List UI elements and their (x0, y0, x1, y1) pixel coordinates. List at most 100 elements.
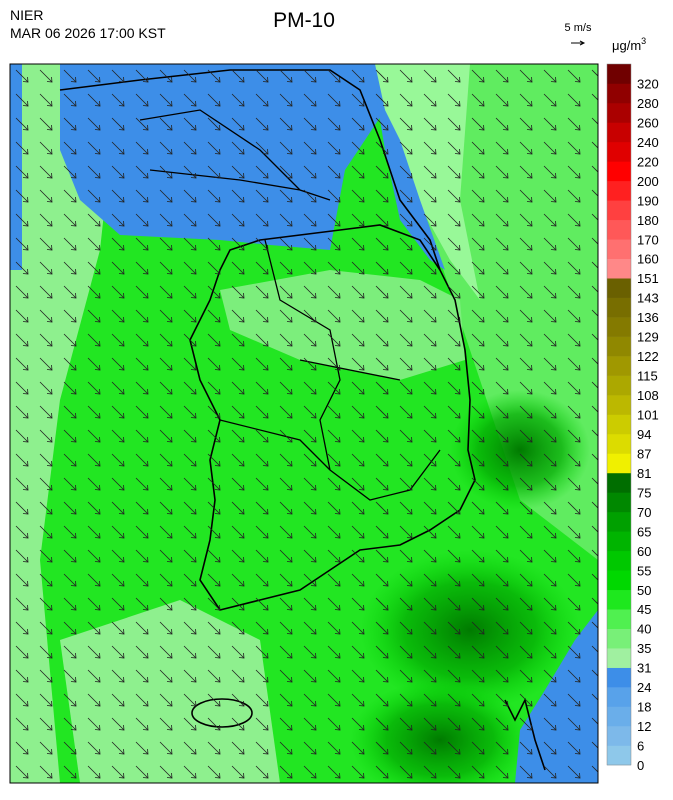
wind-arrow (87, 93, 101, 107)
colorbar-segment (607, 745, 631, 766)
colorbar-segment (607, 472, 631, 493)
wind-arrow (543, 717, 557, 731)
wind-arrow (327, 501, 341, 515)
wind-arrow (207, 525, 221, 539)
wind-arrow (543, 573, 557, 587)
wind-arrow (591, 765, 598, 773)
wind-arrow (375, 381, 389, 395)
wind-arrow (231, 237, 245, 251)
wind-arrow (231, 117, 245, 131)
colorbar-segment (607, 161, 631, 182)
wind-arrow (279, 93, 293, 107)
wind-arrow (327, 189, 341, 203)
wind-arrow (303, 501, 317, 515)
colorbar-segment (607, 122, 631, 143)
wind-arrow (15, 525, 29, 539)
wind-arrow (423, 93, 437, 107)
wind-arrow (351, 501, 365, 515)
wind-arrow (159, 213, 173, 227)
wind-arrow (495, 357, 509, 371)
wind-arrow (351, 165, 365, 179)
wind-arrow (423, 429, 437, 443)
colorbar-label: 70 (637, 505, 651, 520)
wind-arrow (591, 165, 598, 173)
wind-arrow (207, 261, 221, 275)
wind-arrow (135, 525, 149, 539)
wind-arrow (471, 213, 485, 227)
wind-arrow (111, 333, 125, 347)
wind-arrow (231, 549, 245, 563)
colorbar-frame (606, 63, 632, 766)
wind-arrow (591, 189, 598, 197)
colorbar-label: 101 (637, 408, 659, 423)
wind-arrow (591, 693, 598, 701)
wind-arrow (351, 453, 365, 467)
wind-arrow (351, 597, 365, 611)
wind-arrow (519, 333, 533, 347)
wind-arrow (423, 213, 437, 227)
wind-arrow (303, 525, 317, 539)
wind-arrow (135, 237, 149, 251)
wind-arrow (471, 717, 485, 731)
wind-arrow (39, 765, 53, 779)
wind-arrow (591, 261, 598, 269)
wind-arrow (471, 741, 485, 755)
wind-arrow (135, 261, 149, 275)
wind-arrow (495, 405, 509, 419)
wind-arrow (231, 189, 245, 203)
wind-arrow (519, 261, 533, 275)
wind-arrow (231, 645, 245, 659)
wind-arrow (351, 309, 365, 323)
wind-arrow (63, 717, 77, 731)
wind-arrow (15, 549, 29, 563)
wind-arrow (39, 621, 53, 635)
wind-arrow (255, 645, 269, 659)
wind-arrow (351, 573, 365, 587)
wind-arrow (375, 357, 389, 371)
wind-arrow (111, 645, 125, 659)
wind-arrow (399, 93, 413, 107)
wind-arrow (39, 285, 53, 299)
wind-arrow (351, 357, 365, 371)
wind-arrow (255, 357, 269, 371)
wind-arrow (399, 717, 413, 731)
wind-arrow (351, 117, 365, 131)
wind-arrow (15, 693, 29, 707)
colorbar-segment (607, 239, 631, 260)
wind-arrow (303, 213, 317, 227)
wind-arrow (447, 765, 461, 779)
wind-arrow (543, 69, 557, 83)
wind-arrow (63, 333, 77, 347)
wind-arrow (447, 645, 461, 659)
wind-arrow (111, 501, 125, 515)
wind-arrow (423, 765, 437, 779)
wind-arrow (63, 741, 77, 755)
wind-arrow (15, 477, 29, 491)
wind-arrow (63, 501, 77, 515)
wind-arrow (399, 189, 413, 203)
wind-arrow (423, 501, 437, 515)
wind-arrow (375, 237, 389, 251)
wind-arrow (567, 717, 581, 731)
wind-arrow (15, 213, 29, 227)
wind-arrow (183, 693, 197, 707)
wind-arrow (495, 573, 509, 587)
wind-arrow (495, 285, 509, 299)
wind-arrow (15, 189, 29, 203)
wind-arrow (495, 645, 509, 659)
colorbar-segment (607, 628, 631, 649)
wind-arrow (447, 573, 461, 587)
wind-arrow (87, 405, 101, 419)
wind-arrow (447, 477, 461, 491)
wind-arrow (183, 141, 197, 155)
wind-arrow (63, 453, 77, 467)
wind-arrow (471, 309, 485, 323)
wind-arrow (519, 141, 533, 155)
wind-arrow (279, 477, 293, 491)
wind-arrow (447, 189, 461, 203)
wind-arrow (375, 93, 389, 107)
wind-arrow (255, 381, 269, 395)
wind-arrow (495, 741, 509, 755)
wind-arrow (207, 717, 221, 731)
wind-arrow (327, 357, 341, 371)
